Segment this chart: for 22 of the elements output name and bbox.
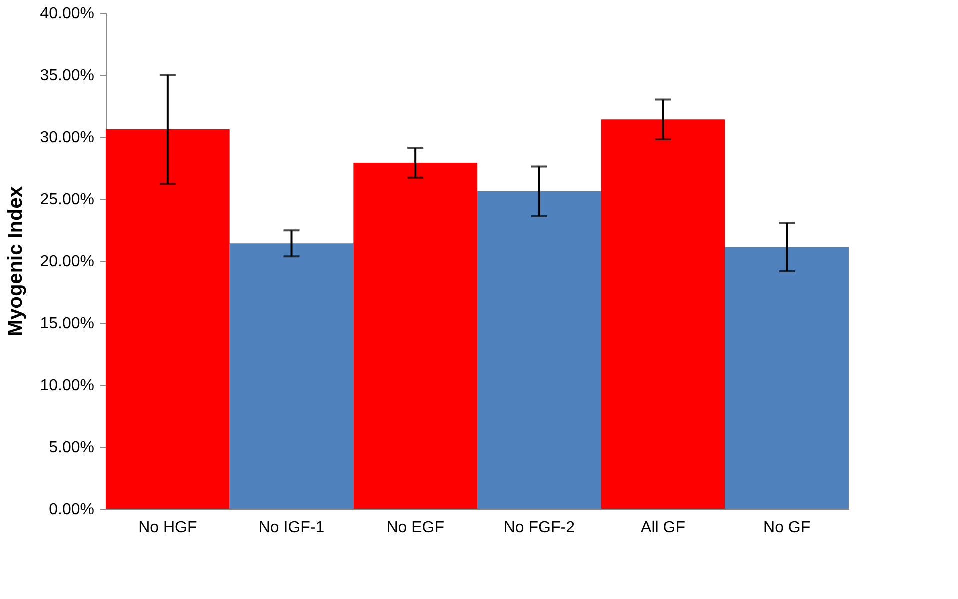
bar	[478, 192, 602, 509]
y-tick-label: 15.00%	[40, 316, 94, 332]
y-tick-label: 20.00%	[40, 254, 94, 270]
y-tick-label: 10.00%	[40, 378, 94, 394]
y-tick-label: 5.00%	[49, 440, 94, 456]
y-tick-label: 30.00%	[40, 130, 94, 146]
x-tick-label: No FGF-2	[504, 520, 576, 536]
bar	[601, 120, 726, 509]
y-tick-label: 35.00%	[40, 68, 94, 84]
x-tick-label: No HGF	[138, 520, 198, 536]
bar	[230, 244, 354, 509]
y-tick-label: 0.00%	[49, 502, 94, 518]
x-tick-label: No GF	[764, 520, 811, 536]
bar	[725, 247, 849, 509]
x-tick-label: No EGF	[386, 520, 445, 536]
x-tick-label: All GF	[641, 520, 686, 536]
bar	[354, 163, 478, 509]
bar	[106, 130, 230, 509]
y-axis-title: Myogenic Index	[5, 186, 28, 337]
x-tick-label: No IGF-1	[258, 520, 325, 536]
y-tick-label: 25.00%	[40, 192, 94, 208]
y-tick-label: 40.00%	[40, 6, 94, 22]
